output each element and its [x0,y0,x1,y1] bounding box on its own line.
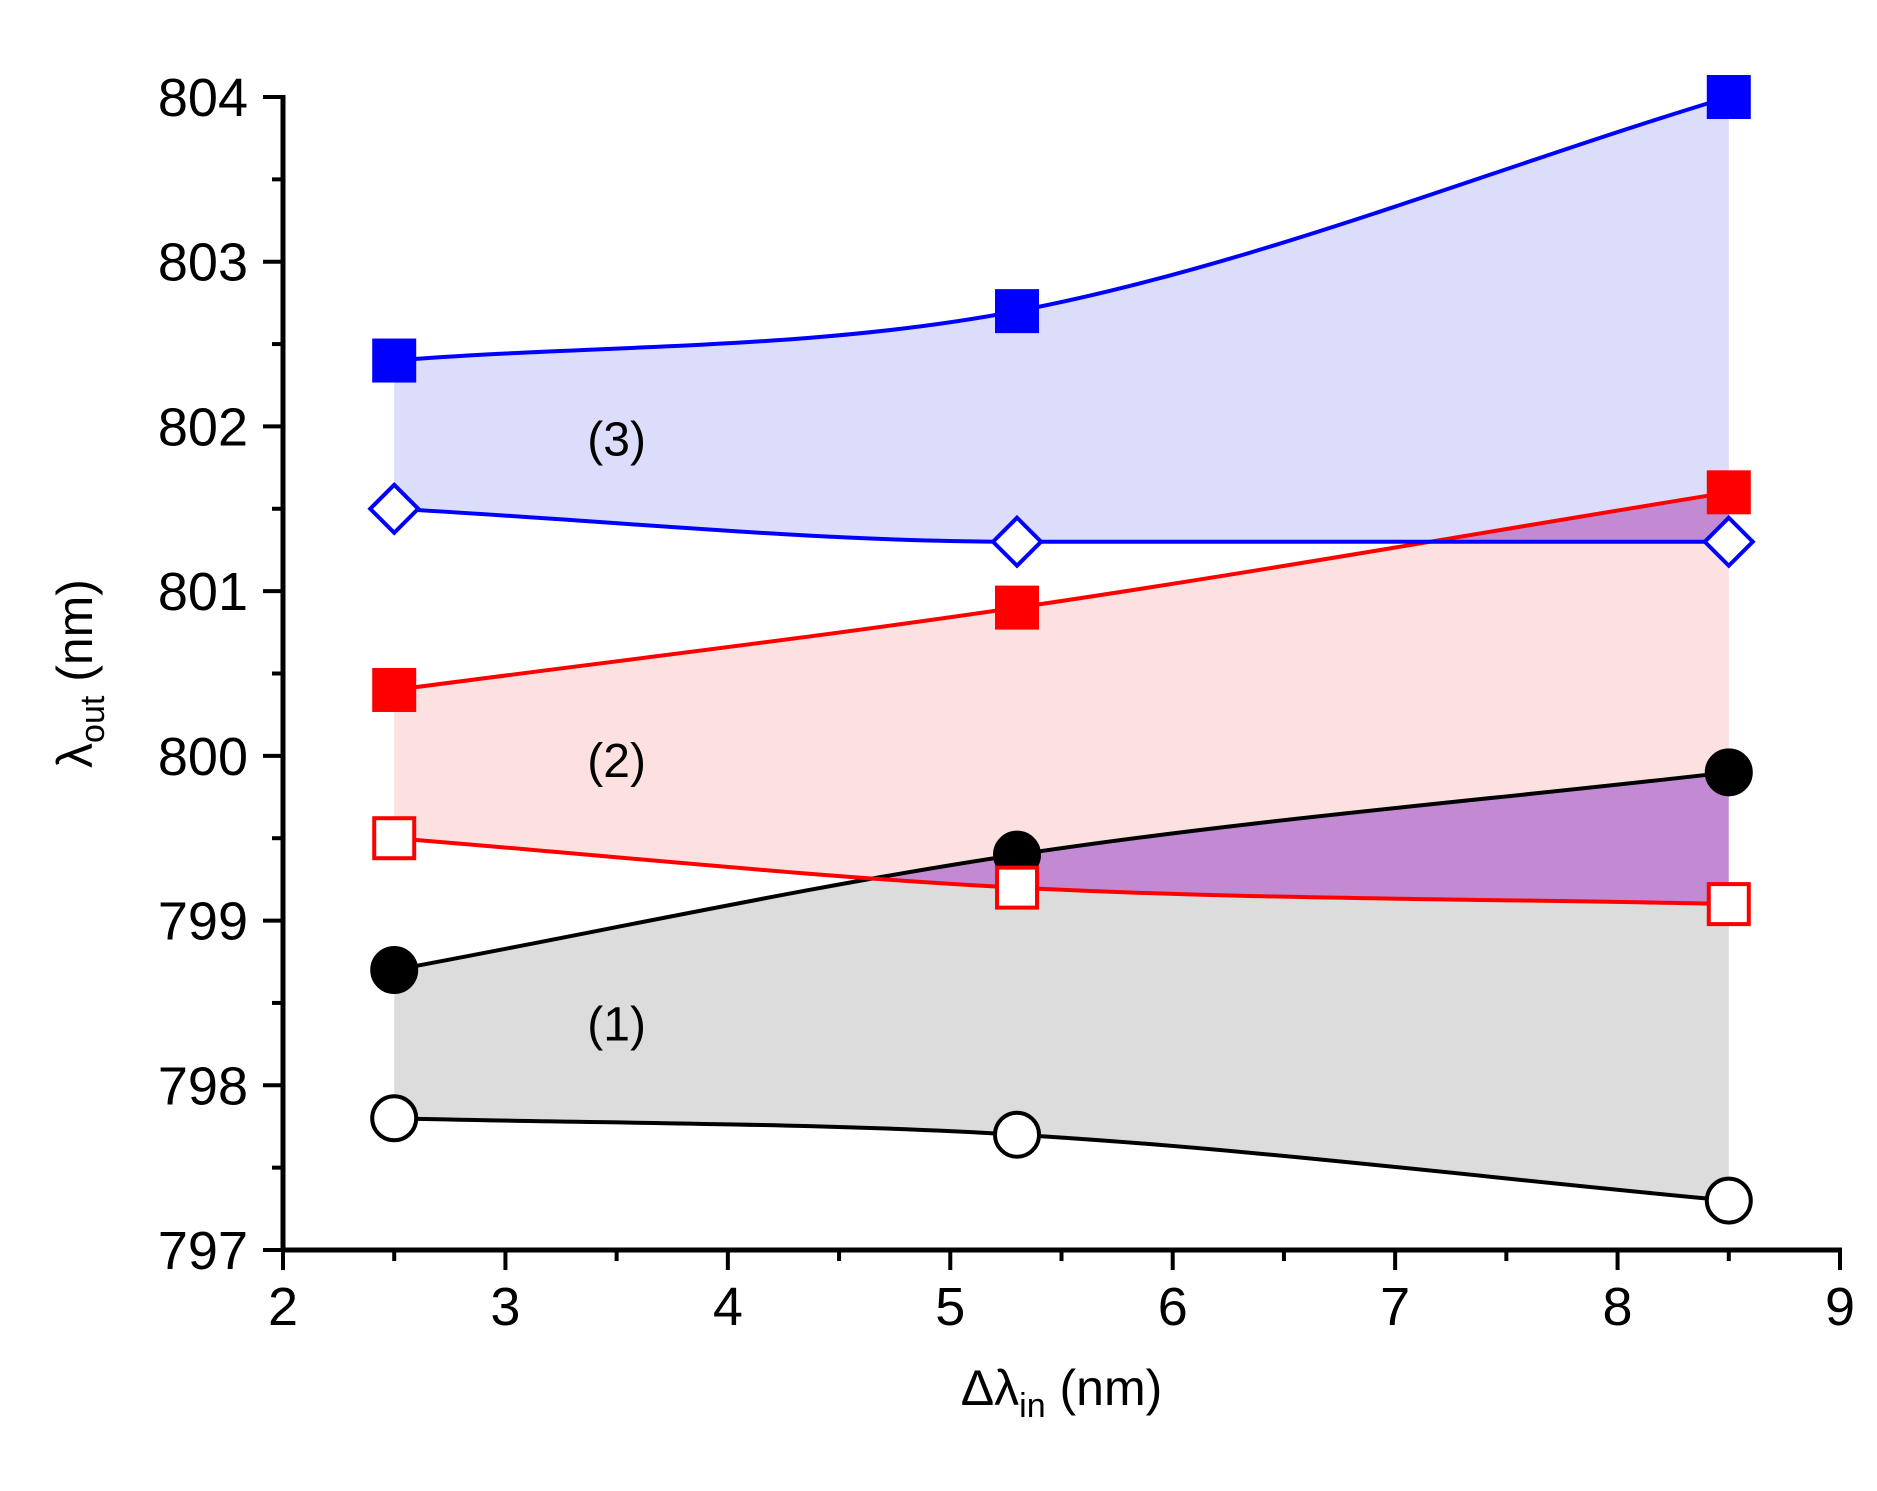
data-point-s2-p3 [1704,1176,1753,1225]
y-tick-label-803: 803 [158,233,248,293]
data-point-s6-p2 [990,514,1044,569]
data-point-s3-p1 [372,667,417,712]
data-point-s5-p3 [1706,75,1751,119]
y-tick-label-797: 797 [158,1221,248,1281]
data-point-s6-p3 [1701,514,1756,569]
x-tick-label-3: 3 [490,1277,520,1337]
x-tick-label-6: 6 [1158,1277,1188,1337]
data-point-s6-p1 [367,481,422,536]
y-axis-title: λout (nm) [47,579,112,768]
data-point-s5-p2 [995,289,1040,334]
region-labels-layer: (1) (2) (3) [587,414,646,1052]
data-point-s4-p2 [995,865,1040,910]
data-point-s1-p3 [1704,748,1753,797]
region-label-1: (1) [587,998,646,1051]
x-ticks: 2 3 4 5 6 7 8 9 [268,1250,1855,1337]
data-point-s2-p1 [370,1094,419,1143]
y-tick-label-798: 798 [158,1056,248,1116]
region-label-3: (3) [587,414,646,467]
data-point-s4-p1 [372,816,417,861]
x-tick-label-4: 4 [713,1277,743,1337]
data-point-s4-p3 [1706,882,1751,927]
y-tick-label-804: 804 [158,68,248,128]
markers-layer [367,75,1756,1225]
band-2-fill [394,492,1729,905]
x-tick-label-9: 9 [1825,1277,1855,1337]
y-ticks: 797 798 799 800 801 802 803 804 [158,68,283,1281]
data-point-s2-p2 [993,1110,1042,1159]
y-tick-label-799: 799 [158,892,248,952]
axes-layer: 2 3 4 5 6 7 8 9 797 798 799 800 801 802 803 804 [158,68,1855,1337]
data-point-s1-p1 [370,945,419,994]
data-point-s5-p1 [372,338,417,383]
x-tick-label-5: 5 [935,1277,965,1337]
y-tick-label-802: 802 [158,397,248,457]
x-axis-title: Δλin (nm) [961,1360,1163,1425]
region-label-2: (2) [587,735,646,788]
x-tick-label-8: 8 [1603,1277,1633,1337]
y-tick-label-801: 801 [158,562,248,622]
data-point-s3-p3 [1706,470,1751,515]
x-tick-label-2: 2 [268,1277,298,1337]
x-tick-label-7: 7 [1380,1277,1410,1337]
y-tick-label-800: 800 [158,727,248,787]
data-point-s3-p2 [995,585,1040,630]
